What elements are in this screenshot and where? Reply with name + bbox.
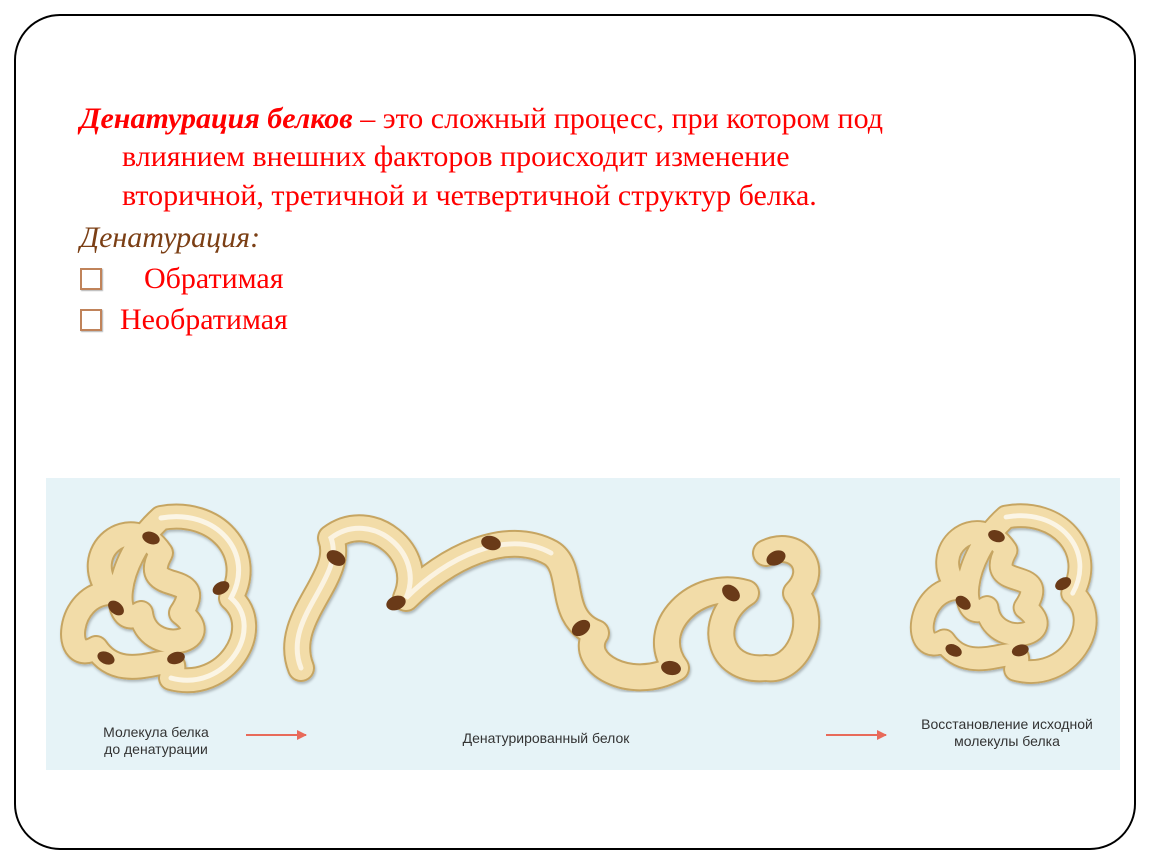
definition-paragraph: Денатурация белков – это сложный процесс… (80, 100, 1070, 215)
protein-native-left (56, 498, 266, 708)
caption-text: Восстановление исходной (921, 716, 1093, 732)
definition-line3: вторичной, третичной и четвертичной стру… (122, 179, 817, 212)
caption-middle: Денатурированный белок (436, 730, 656, 747)
definition-term: Денатурация белков (80, 102, 353, 135)
definition-line1: это сложный процесс, при котором под (383, 102, 883, 135)
slide-frame: Денатурация белков – это сложный процесс… (14, 14, 1136, 850)
arrow-icon (826, 734, 886, 736)
definition-line2: влиянием внешних факторов происходит изм… (122, 140, 790, 173)
arrow-icon (246, 734, 306, 736)
caption-text: Молекула белка (103, 724, 209, 740)
protein-native-right (906, 498, 1106, 698)
protein-denatured (276, 498, 836, 708)
list-item-label: Необратимая (120, 300, 288, 341)
caption-right: Восстановление исходной молекулы белка (902, 716, 1112, 750)
caption-left: Молекула белка до денатурации (76, 724, 236, 758)
bullet-list: Обратимая Необратимая (80, 259, 1070, 340)
list-item-label: Обратимая (144, 259, 284, 300)
content-block: Денатурация белков – это сложный процесс… (80, 100, 1070, 340)
definition-sep: – (353, 102, 383, 135)
list-item: Обратимая (80, 259, 1070, 300)
list-item: Необратимая (80, 300, 1070, 341)
checkbox-icon (80, 309, 102, 331)
denaturation-diagram: Молекула белка до денатурации Денатуриро… (46, 478, 1120, 770)
caption-text: Денатурированный белок (463, 730, 630, 746)
checkbox-icon (80, 268, 102, 290)
sub-heading: Денатурация: (80, 221, 1070, 255)
caption-text: молекулы белка (954, 733, 1060, 749)
caption-text: до денатурации (104, 741, 208, 757)
